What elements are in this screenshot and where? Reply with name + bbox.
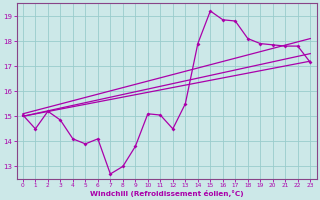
X-axis label: Windchill (Refroidissement éolien,°C): Windchill (Refroidissement éolien,°C) bbox=[90, 190, 244, 197]
